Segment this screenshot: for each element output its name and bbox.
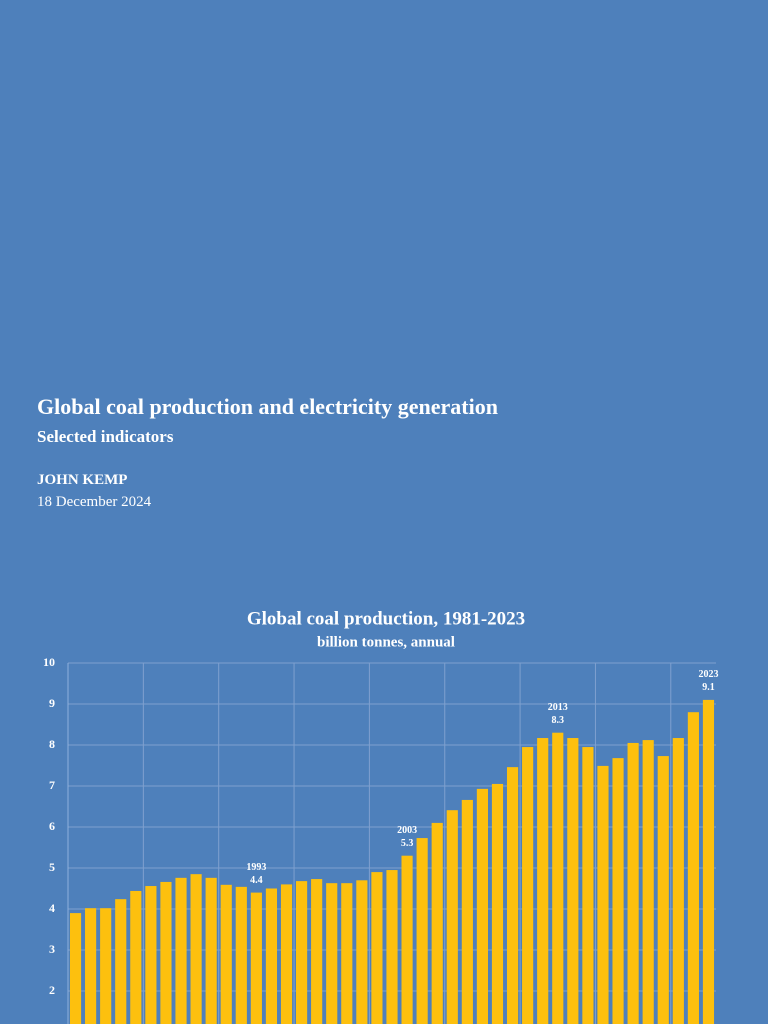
value-label: 5.3 xyxy=(401,838,414,849)
bar xyxy=(416,838,428,1024)
bar xyxy=(265,888,278,1024)
chart-title: Global coal production, 1981-2023 xyxy=(247,608,525,629)
bar xyxy=(175,877,187,1024)
y-tick-label: 6 xyxy=(49,819,55,833)
bar xyxy=(612,758,624,1024)
value-label: 8.3 xyxy=(552,715,565,726)
bar xyxy=(220,884,232,1024)
y-tick-label: 9 xyxy=(49,696,55,710)
bar xyxy=(476,788,488,1024)
bar xyxy=(250,892,262,1024)
author: JOHN KEMP xyxy=(37,472,128,488)
bar xyxy=(326,883,338,1024)
bar xyxy=(446,810,458,1024)
bar xyxy=(356,880,368,1024)
bar xyxy=(642,740,654,1024)
bar xyxy=(130,890,142,1024)
bar xyxy=(190,874,202,1024)
bar xyxy=(537,738,549,1024)
bar xyxy=(431,822,443,1024)
bar xyxy=(296,881,308,1024)
y-tick-label: 4 xyxy=(49,901,55,915)
doc-title: Global coal production and electricity g… xyxy=(37,394,498,419)
y-tick-label: 2 xyxy=(49,983,55,997)
bar xyxy=(506,767,519,1024)
doc-subtitle: Selected indicators xyxy=(37,427,174,446)
y-tick-label: 7 xyxy=(49,778,55,792)
bar xyxy=(145,886,157,1024)
y-tick-label: 3 xyxy=(49,942,55,956)
date: 18 December 2024 xyxy=(37,494,152,510)
bar xyxy=(687,712,699,1024)
bar xyxy=(69,913,82,1024)
bar xyxy=(85,908,97,1024)
bar xyxy=(401,855,413,1024)
bar xyxy=(567,738,579,1024)
bar xyxy=(311,879,323,1024)
bar xyxy=(597,765,609,1024)
bar-year-label: 2003 xyxy=(397,825,417,836)
bar xyxy=(280,884,293,1024)
value-label: 4.4 xyxy=(250,875,263,886)
bar xyxy=(115,899,127,1024)
bar xyxy=(657,756,669,1024)
bar xyxy=(205,877,217,1024)
bar xyxy=(552,732,564,1024)
bar xyxy=(582,747,594,1024)
bar-year-label: 2013 xyxy=(548,702,568,713)
value-label: 9.1 xyxy=(702,682,715,693)
bar xyxy=(341,883,353,1024)
bar xyxy=(100,908,112,1024)
bar xyxy=(672,738,684,1024)
y-tick-label: 5 xyxy=(49,860,55,874)
bar xyxy=(461,799,473,1024)
bar-year-label: 1993 xyxy=(246,862,266,873)
bar xyxy=(235,886,247,1024)
bar xyxy=(627,742,639,1024)
bar xyxy=(522,747,534,1024)
bar xyxy=(371,872,383,1024)
bar xyxy=(160,881,172,1024)
bar xyxy=(491,783,504,1024)
y-tick-label: 10 xyxy=(43,655,55,669)
y-tick-label: 8 xyxy=(49,737,55,751)
bar-year-label: 2023 xyxy=(698,669,718,680)
bar xyxy=(386,870,398,1024)
chart-subtitle: billion tonnes, annual xyxy=(317,634,455,650)
bar xyxy=(702,699,715,1024)
